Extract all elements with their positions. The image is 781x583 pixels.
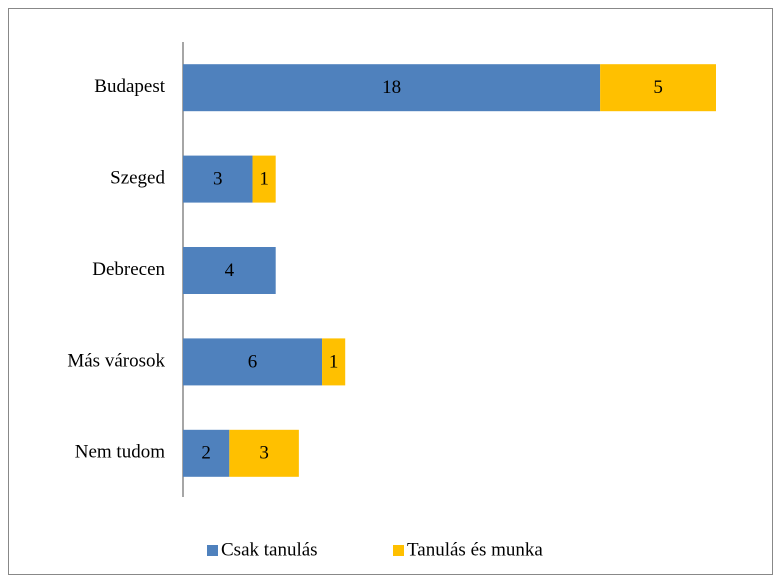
- data-label: 3: [213, 168, 223, 189]
- data-label: 1: [259, 168, 269, 189]
- legend-swatch: [207, 545, 218, 556]
- legend-label: Tanulás és munka: [407, 539, 543, 560]
- data-label: 5: [653, 77, 663, 98]
- y-tick-label: Szeged: [110, 167, 165, 188]
- y-tick-label: Nem tudom: [75, 442, 165, 463]
- y-tick-label: Más városok: [67, 350, 165, 371]
- bar-segment: [229, 429, 299, 477]
- bar-segment: [183, 338, 323, 386]
- y-tick-label: Debrecen: [92, 259, 165, 280]
- data-label: 2: [201, 443, 211, 464]
- data-label: 18: [382, 77, 401, 98]
- bar-segment: [322, 338, 346, 386]
- bar-segment: [183, 429, 230, 477]
- y-tick-label: Budapest: [94, 76, 165, 97]
- legend-label: Csak tanulás: [221, 539, 318, 560]
- bar-segment: [183, 64, 601, 112]
- bar-segment: [252, 155, 276, 203]
- bar-segment: [183, 155, 253, 203]
- data-label: 1: [329, 351, 339, 372]
- bar-segment: [600, 64, 716, 112]
- legend-swatch: [393, 545, 404, 556]
- data-label: 4: [225, 260, 235, 281]
- data-label: 6: [248, 351, 258, 372]
- bar-segment: [183, 247, 276, 294]
- data-label: 3: [259, 443, 269, 464]
